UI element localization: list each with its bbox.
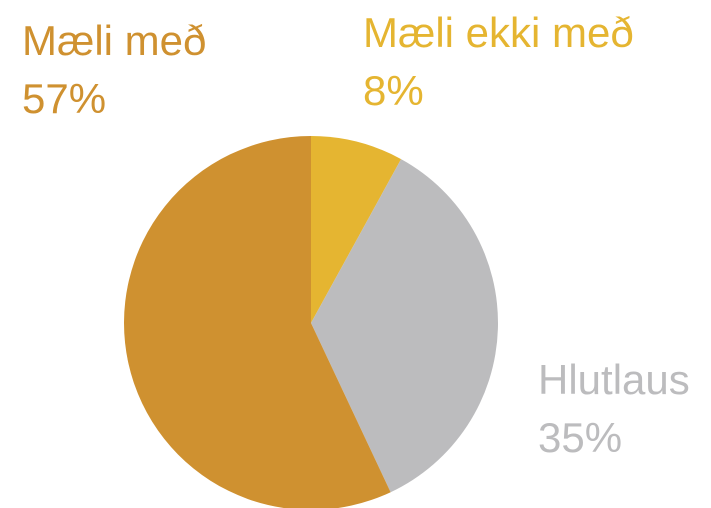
slice-label: Mæli ekki með (363, 9, 634, 56)
pie-slice (311, 159, 499, 493)
pie-slice (124, 136, 391, 508)
slice-value-label: 35% (538, 414, 622, 461)
slice-value-label: 57% (22, 75, 106, 122)
slice-value-label: 8% (363, 67, 424, 114)
slice-label: Mæli með (22, 17, 206, 64)
slice-label: Hlutlaus (538, 356, 690, 403)
pie-slice (311, 136, 402, 323)
